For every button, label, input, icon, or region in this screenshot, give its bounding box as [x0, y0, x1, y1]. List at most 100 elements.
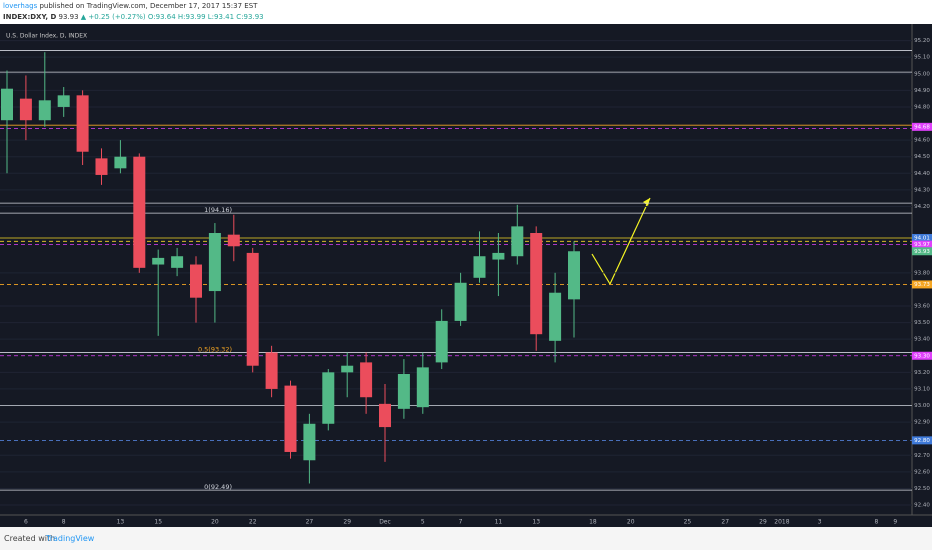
- candle-body: [208, 233, 221, 292]
- y-tick-label: 95.00: [914, 71, 930, 77]
- y-tick-label: 92.50: [914, 486, 930, 492]
- candle-body: [171, 256, 184, 268]
- x-tick-label: 13: [532, 519, 540, 526]
- price-label: 93.30: [914, 353, 930, 359]
- x-tick-label: 27: [721, 519, 729, 526]
- y-tick-label: 92.70: [914, 453, 930, 459]
- y-tick-label: 94.60: [914, 138, 930, 144]
- candle-body: [95, 158, 108, 175]
- x-tick-label: 25: [684, 519, 692, 526]
- price-label-box: [912, 280, 932, 289]
- candle-body: [360, 362, 373, 398]
- candle-body: [265, 352, 278, 389]
- candle-body: [530, 233, 543, 335]
- y-tick-label: 93.20: [914, 370, 930, 376]
- background: [0, 24, 932, 527]
- y-tick-label: 93.10: [914, 386, 930, 392]
- y-tick-label: 94.20: [914, 204, 930, 210]
- brand[interactable]: TradingView: [46, 534, 95, 543]
- fib-label: 0(92.49): [204, 483, 232, 491]
- candle-body: [76, 95, 89, 152]
- published: published on TradingView.com, December 1…: [39, 2, 258, 10]
- price: 93.93: [58, 13, 79, 21]
- y-tick-label: 92.40: [914, 503, 930, 509]
- candle-body: [492, 252, 505, 260]
- price-label: 93.73: [914, 282, 930, 288]
- chart-title: U.S. Dollar Index, D, INDEX: [6, 33, 87, 40]
- price-label: 94.01: [914, 235, 930, 241]
- x-tick-label: 18: [589, 519, 597, 526]
- candle-body: [549, 292, 562, 341]
- candle-body: [322, 372, 335, 424]
- x-tick-label: 29: [343, 519, 351, 526]
- candle-body: [568, 251, 580, 300]
- y-tick-label: 92.90: [914, 420, 930, 426]
- y-tick-label: 95.20: [914, 38, 930, 44]
- candle-body: [1, 88, 13, 121]
- chart: U.S. Dollar Index, D, INDEX 92.4092.5092…: [0, 24, 932, 527]
- y-tick-label: 93.60: [914, 303, 930, 309]
- x-tick-label: 6: [24, 519, 28, 526]
- x-tick-label: 8: [62, 519, 66, 526]
- y-tick-label: 94.90: [914, 88, 930, 94]
- candle-body: [38, 100, 51, 121]
- x-tick-label: 29: [759, 519, 767, 526]
- price-label-box: [912, 436, 932, 445]
- x-tick-label: Dec: [379, 519, 391, 526]
- y-tick-label: 93.50: [914, 320, 930, 326]
- price-label: 92.80: [914, 438, 930, 444]
- symbol: INDEX:DXY, D: [3, 13, 57, 21]
- price-label-box: [912, 122, 932, 131]
- price-label: 93.97: [914, 242, 930, 248]
- candle-body: [284, 385, 297, 452]
- x-tick-label: 20: [211, 519, 219, 526]
- price-label-box: [912, 247, 932, 256]
- created: Created with: [4, 534, 56, 543]
- y-tick-label: 92.60: [914, 469, 930, 475]
- price-label-box: [912, 240, 932, 249]
- x-tick-label: 20: [627, 519, 635, 526]
- x-tick-label: 2018: [774, 519, 789, 526]
- candle-body: [114, 156, 127, 169]
- candle-body: [57, 95, 70, 107]
- fib-label: 1(94.16): [204, 206, 232, 214]
- candle-body: [303, 423, 316, 461]
- header: loverhags published on TradingView.com, …: [0, 0, 932, 24]
- y-tick-label: 94.80: [914, 104, 930, 110]
- candle-body: [473, 256, 486, 278]
- y-tick-label: 94.30: [914, 187, 930, 193]
- candle-body: [227, 234, 240, 247]
- y-tick-label: 93.40: [914, 337, 930, 343]
- footer: Created with TradingView: [0, 527, 932, 550]
- arrow: [591, 197, 651, 286]
- x-tick-label: 8: [874, 519, 878, 526]
- x-tick-label: 27: [306, 519, 314, 526]
- x-tick-label: 15: [154, 519, 162, 526]
- candle-body: [379, 403, 391, 428]
- x-tick-label: 5: [421, 519, 425, 526]
- x-tick-label: 7: [459, 519, 463, 526]
- change: ▲ +0.25 (+0.27%): [80, 13, 146, 21]
- y-tick-label: 95.10: [914, 55, 930, 61]
- arrow-head: [643, 198, 650, 206]
- user[interactable]: loverhags: [3, 2, 38, 10]
- y-tick-label: 94.50: [914, 154, 930, 160]
- x-tick-label: 22: [249, 519, 257, 526]
- x-tick-label: 9: [893, 519, 897, 526]
- x-tick-label: 3: [818, 519, 822, 526]
- price-label: 94.68: [914, 124, 930, 130]
- y-tick-label: 93.00: [914, 403, 930, 409]
- candle-body: [341, 365, 354, 373]
- y-tick-label: 93.80: [914, 270, 930, 276]
- x-tick-label: 11: [495, 519, 503, 526]
- candle-body: [190, 264, 202, 298]
- fib-label: 0.5(93.32): [198, 345, 232, 353]
- candle-body: [152, 257, 165, 265]
- price-label-box: [912, 351, 932, 360]
- candle-body: [397, 374, 410, 409]
- candle-body: [133, 156, 146, 268]
- price-label-box: [912, 233, 932, 242]
- candle-body: [19, 98, 32, 121]
- candle-body: [416, 367, 429, 408]
